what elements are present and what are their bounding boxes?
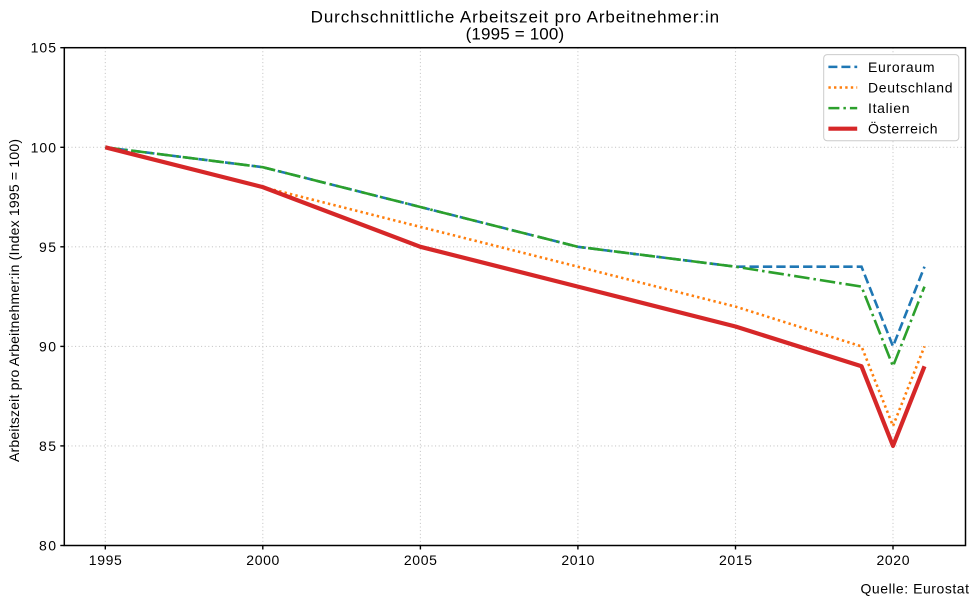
svg-text:2010: 2010 [561, 552, 594, 568]
svg-text:2020: 2020 [877, 552, 910, 568]
svg-text:Österreich: Österreich [868, 120, 938, 137]
svg-text:95: 95 [39, 239, 56, 255]
svg-text:105: 105 [31, 40, 57, 56]
svg-text:(1995 = 100): (1995 = 100) [466, 24, 565, 43]
svg-text:90: 90 [39, 338, 56, 354]
svg-text:80: 80 [39, 538, 56, 554]
svg-text:1995: 1995 [89, 552, 122, 568]
svg-text:Deutschland: Deutschland [868, 80, 953, 96]
svg-text:85: 85 [39, 438, 56, 454]
svg-text:Quelle: Eurostat: Quelle: Eurostat [861, 581, 970, 597]
svg-text:Euroraum: Euroraum [868, 59, 935, 75]
svg-text:100: 100 [31, 139, 57, 155]
svg-text:Arbeitszeit pro Arbeitnehmer:i: Arbeitszeit pro Arbeitnehmer:in (Index 1… [6, 139, 22, 462]
svg-text:Durchschnittliche Arbeitszeit: Durchschnittliche Arbeitszeit pro Arbeit… [311, 7, 720, 26]
svg-text:2005: 2005 [404, 552, 437, 568]
svg-text:2015: 2015 [719, 552, 752, 568]
svg-text:Italien: Italien [868, 100, 910, 116]
svg-text:2000: 2000 [246, 552, 279, 568]
